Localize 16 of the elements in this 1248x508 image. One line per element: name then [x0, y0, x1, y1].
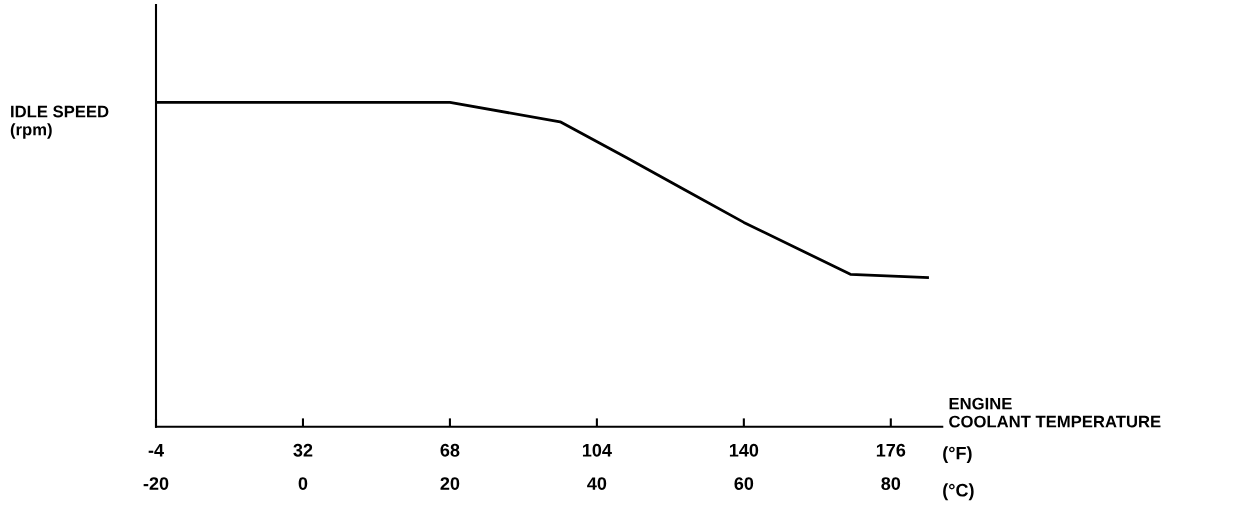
- x-tick-label: 40: [587, 477, 607, 490]
- x-axis-title: ENGINE COOLANT TEMPERATURE: [949, 397, 1161, 428]
- text: (°C): [943, 483, 974, 501]
- x2-tick-label: 176: [876, 443, 906, 457]
- x2-tick-label: 68: [440, 443, 460, 457]
- x-tick-label: 80: [881, 477, 901, 490]
- y-axis-title: IDLE SPEED (rpm): [10, 105, 109, 139]
- x2-tick-label: 104: [582, 443, 612, 457]
- text: (°F): [943, 446, 972, 464]
- x-tick-label: 20: [440, 477, 460, 490]
- x-tick-label: 60: [734, 477, 754, 490]
- x2-tick-label: 140: [729, 443, 759, 457]
- x2-tick-label: 32: [293, 443, 313, 457]
- x-tick-label: -20: [143, 477, 169, 490]
- x2-tick-label: -4: [148, 444, 164, 457]
- x-tick-label: 0: [298, 477, 308, 490]
